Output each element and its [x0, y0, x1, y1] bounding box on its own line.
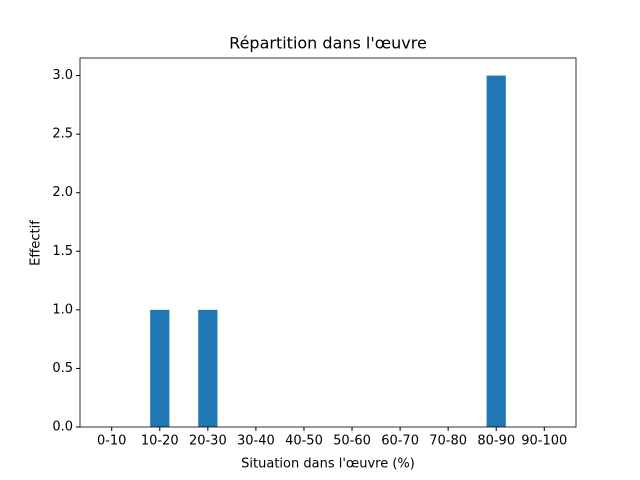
- bar: [198, 309, 218, 427]
- y-tick-label: 2.0: [52, 185, 73, 200]
- x-tick-label: 20-30: [189, 434, 227, 449]
- x-tick-label: 30-40: [237, 434, 275, 449]
- x-tick-label: 90-100: [521, 434, 567, 449]
- x-tick-label: 70-80: [429, 434, 467, 449]
- bar: [150, 309, 170, 427]
- y-tick-label: 0.5: [52, 361, 73, 376]
- y-tick-label: 3.0: [52, 68, 73, 83]
- x-tick-label: 0-10: [97, 434, 127, 449]
- y-tick-label: 1.5: [52, 244, 73, 259]
- x-tick-label: 50-60: [333, 434, 371, 449]
- y-axis-label: Effectif: [29, 220, 44, 266]
- x-tick-label: 40-50: [285, 434, 323, 449]
- y-tick-label: 1.0: [52, 302, 73, 317]
- y-tick-label: 2.5: [52, 127, 73, 142]
- x-tick-label: 80-90: [477, 434, 515, 449]
- x-tick-label: 10-20: [141, 434, 179, 449]
- chart-title: Répartition dans l'œuvre: [229, 34, 427, 53]
- plot-frame: [79, 57, 577, 428]
- bar: [486, 75, 506, 428]
- x-tick-label: 60-70: [381, 434, 419, 449]
- x-axis-label: Situation dans l'œuvre (%): [241, 457, 415, 472]
- y-tick-label: 0.0: [52, 420, 73, 435]
